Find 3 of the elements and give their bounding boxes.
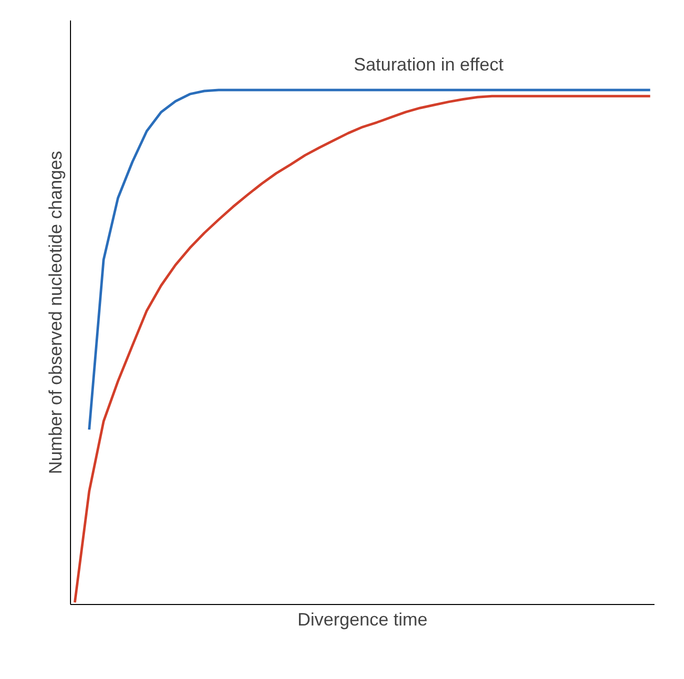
x-axis-title: Divergence time	[297, 610, 428, 630]
y-axis-title: Number of observed nucleotide changes	[46, 150, 66, 474]
text: Saturation in effect	[354, 54, 504, 75]
